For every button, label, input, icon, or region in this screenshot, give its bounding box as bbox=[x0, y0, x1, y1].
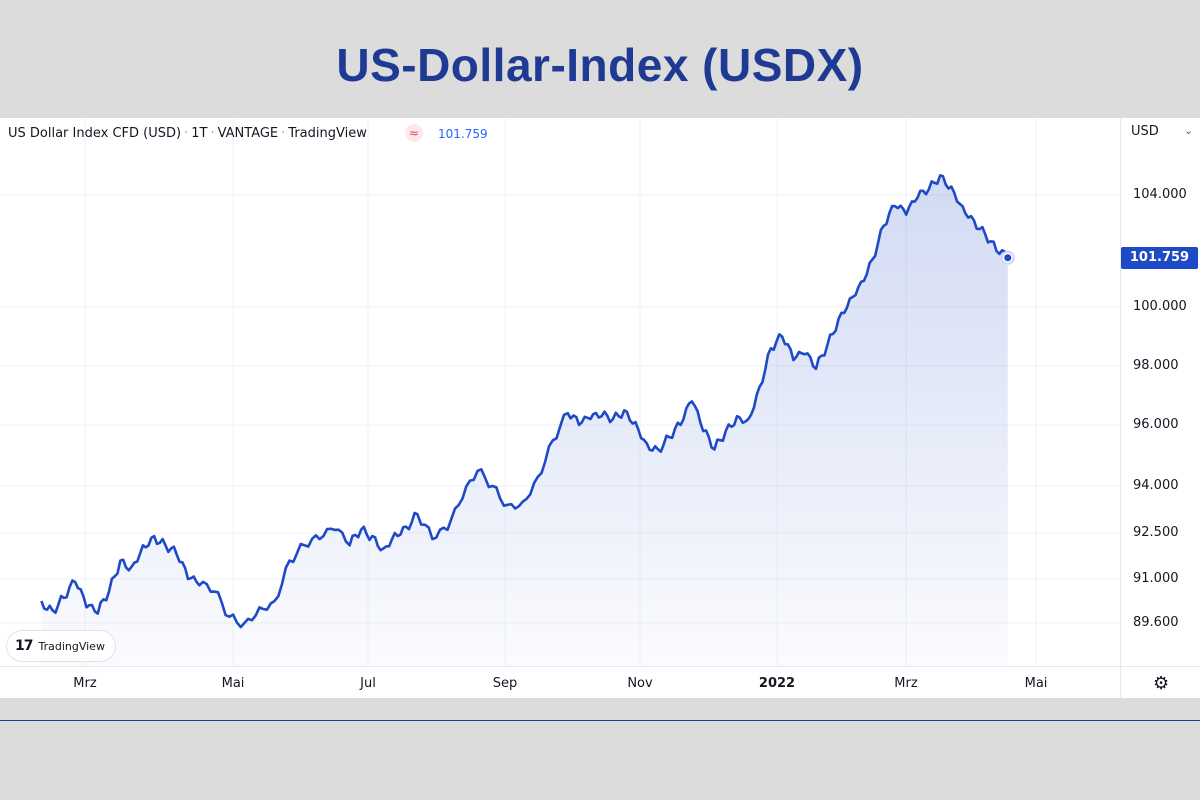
price-tick-label: 94.000 bbox=[1133, 478, 1179, 493]
legend-exchange: VANTAGE bbox=[217, 126, 279, 141]
approx-icon: ≈ bbox=[405, 124, 423, 142]
price-tick-label: 104.000 bbox=[1133, 187, 1187, 202]
legend-interval: 1T bbox=[191, 126, 208, 141]
legend-dot: · bbox=[184, 126, 189, 141]
price-tick-label: 89.600 bbox=[1133, 615, 1179, 630]
time-axis-separator bbox=[0, 666, 1200, 667]
tradingview-logo-text: TradingView bbox=[38, 639, 105, 653]
time-tick-label: Jul bbox=[360, 676, 376, 691]
legend-source: TradingView bbox=[288, 126, 367, 141]
tradingview-logo[interactable]: 17 TradingView bbox=[6, 630, 116, 662]
price-tick-label: 91.000 bbox=[1133, 571, 1179, 586]
price-area-fill bbox=[41, 175, 1008, 666]
gear-icon[interactable]: ⚙ bbox=[1153, 673, 1170, 694]
time-tick-label: Mai bbox=[221, 676, 245, 691]
chart-panel[interactable]: US Dollar Index CFD (USD) · 1T · VANTAGE · Tra… bbox=[0, 118, 1200, 698]
price-axis-separator bbox=[1120, 118, 1121, 698]
tradingview-logo-icon: 17 bbox=[15, 638, 34, 654]
legend-symbol[interactable]: US Dollar Index CFD (USD) bbox=[8, 126, 182, 141]
time-tick-label: Nov bbox=[627, 676, 653, 691]
slide-title: US-Dollar-Index (USDX) bbox=[336, 39, 864, 91]
price-tick-label: 92.500 bbox=[1133, 525, 1179, 540]
chevron-down-icon[interactable]: ⌄ bbox=[1184, 124, 1194, 137]
legend[interactable]: US Dollar Index CFD (USD) · 1T · VANTAGE · Tra… bbox=[8, 126, 367, 141]
price-tick-label: 98.000 bbox=[1133, 358, 1179, 373]
price-tick-label: 96.000 bbox=[1133, 417, 1179, 432]
time-tick-label: Mrz bbox=[73, 676, 97, 691]
time-tick-label: Sep bbox=[492, 676, 518, 691]
legend-dot: · bbox=[210, 126, 215, 141]
slide-divider bbox=[0, 720, 1200, 721]
legend-last-value: 101.759 bbox=[438, 127, 488, 141]
last-price-marker-core bbox=[1004, 254, 1012, 262]
price-line bbox=[40, 174, 1009, 629]
time-tick-label: Mai bbox=[1024, 676, 1048, 691]
time-tick-label: 2022 bbox=[758, 676, 796, 691]
time-tick-label: Mrz bbox=[894, 676, 918, 691]
last-price-badge: 101.759 bbox=[1121, 246, 1198, 269]
price-chart[interactable] bbox=[0, 118, 1200, 698]
currency-selector[interactable]: USD bbox=[1131, 124, 1159, 139]
legend-dot: · bbox=[281, 126, 286, 141]
price-tick-label: 100.000 bbox=[1133, 299, 1187, 314]
